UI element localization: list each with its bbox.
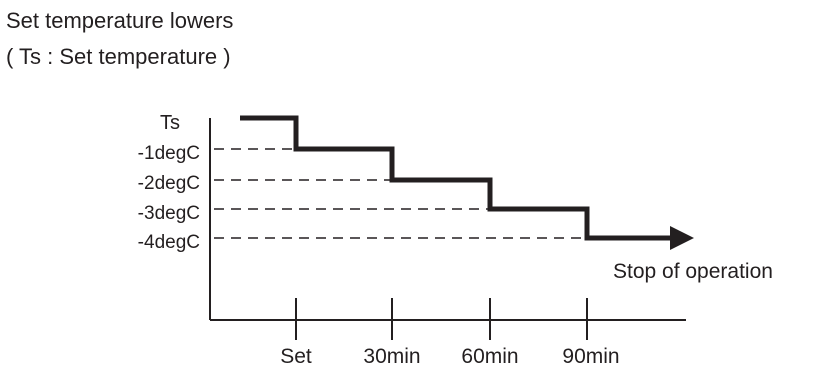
x-label-60min: 60min: [461, 345, 518, 368]
diagram-title-line2: ( Ts : Set temperature ): [6, 44, 231, 69]
temperature-step-line: [240, 115, 672, 241]
x-label-30min: 30min: [363, 345, 420, 368]
y-label-minus2: -2degC: [138, 173, 200, 194]
diagram-title-line1: Set temperature lowers: [6, 8, 233, 33]
y-label-minus3: -3degC: [138, 203, 200, 224]
x-label-set: Set: [280, 345, 312, 368]
arrow-head-icon: [670, 226, 694, 250]
y-label-ts: Ts: [160, 112, 180, 134]
stop-of-operation-label: Stop of operation: [613, 260, 773, 283]
y-label-minus1: -1degC: [138, 143, 200, 164]
y-label-minus4: -4degC: [138, 232, 200, 253]
x-label-90min: 90min: [562, 345, 619, 368]
